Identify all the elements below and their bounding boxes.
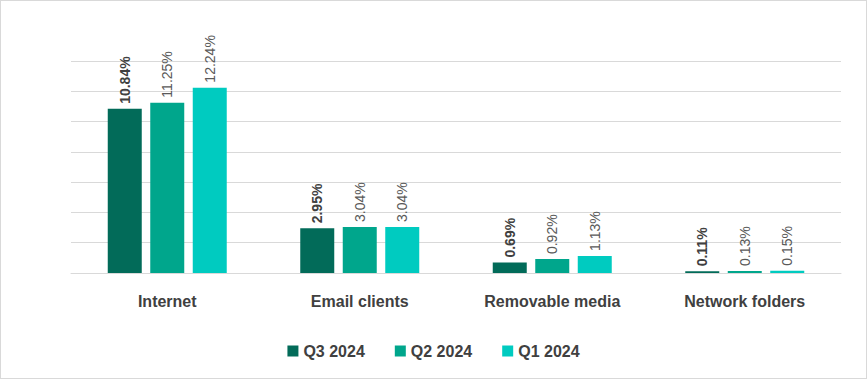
svg-text:0.15%: 0.15%	[779, 226, 795, 266]
svg-text:12.24%: 12.24%	[202, 35, 218, 82]
svg-text:0.69%: 0.69%	[502, 217, 518, 257]
svg-text:0.13%: 0.13%	[737, 226, 753, 266]
svg-text:Network folders: Network folders	[684, 293, 805, 310]
svg-text:Q2 2024: Q2 2024	[411, 343, 472, 360]
svg-text:10.84%: 10.84%	[117, 56, 133, 104]
svg-text:2.95%: 2.95%	[309, 183, 325, 223]
svg-text:0.92%: 0.92%	[544, 214, 560, 254]
svg-text:Q3 2024: Q3 2024	[303, 343, 364, 360]
svg-text:3.04%: 3.04%	[394, 182, 410, 222]
svg-text:11.25%: 11.25%	[159, 51, 175, 97]
svg-text:3.04%: 3.04%	[352, 182, 368, 222]
svg-text:Removable media: Removable media	[484, 293, 620, 310]
svg-text:1.13%: 1.13%	[587, 211, 603, 251]
svg-text:Internet: Internet	[138, 293, 197, 310]
svg-text:0.11%: 0.11%	[694, 227, 710, 266]
svg-text:Q1 2024: Q1 2024	[518, 343, 579, 360]
svg-text:Email clients: Email clients	[311, 293, 409, 310]
